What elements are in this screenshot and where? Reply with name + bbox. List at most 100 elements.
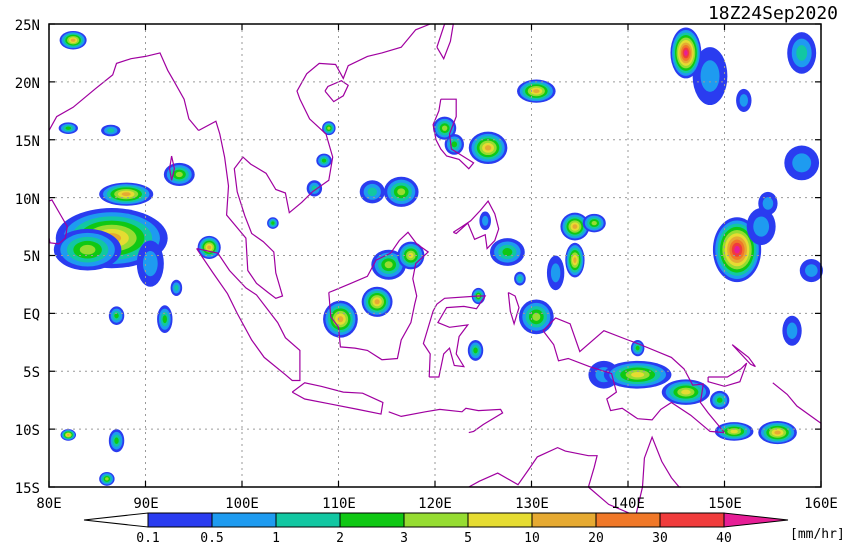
rain-cell-45-level-9 <box>684 49 688 56</box>
taiwan <box>436 23 455 61</box>
rain-cell-40-level-3 <box>716 397 723 403</box>
halmahera <box>507 291 520 326</box>
rain-cell-13 <box>108 429 125 453</box>
lat-label-5s: 5S <box>23 365 40 381</box>
rain-cell-22 <box>306 180 323 197</box>
rain-cell-5-level-6 <box>70 38 76 42</box>
colorbar-swatch-6 <box>467 512 533 528</box>
rain-cell-53-level-3 <box>271 221 275 225</box>
colorbar-swatch-5 <box>403 512 469 528</box>
rain-cell-7-level-2 <box>107 128 115 133</box>
mindanao-visayas <box>452 200 500 250</box>
rain-cell-44-level-1 <box>700 60 720 92</box>
axis-ticks <box>48 23 822 488</box>
rain-cell-4 <box>99 182 154 206</box>
new-britain <box>707 362 748 387</box>
rain-cell-12-level-2 <box>174 284 179 291</box>
rain-cell-14 <box>60 429 77 441</box>
rain-cell-54 <box>322 121 336 136</box>
rain-cell-53 <box>267 217 279 229</box>
rain-cell-26-level-6 <box>484 145 492 151</box>
rain-cell-20 <box>383 176 419 207</box>
timestamp-title: 18Z24Sep2020 <box>708 3 838 24</box>
lon-label-80e: 80E <box>36 496 61 512</box>
rain-cell-34 <box>582 213 606 233</box>
colorbar-label-0.5: 0.5 <box>200 531 223 544</box>
colorbar-label-5: 5 <box>464 531 472 544</box>
rain-cell-12 <box>170 279 183 297</box>
rain-cell-5 <box>59 30 87 50</box>
rain-cell-2 <box>53 228 122 271</box>
rain-cell-15-level-4 <box>105 477 109 481</box>
rain-cell-43-level-1 <box>786 322 798 339</box>
rain-cell-51-level-3 <box>635 345 640 351</box>
colorbar-label-20: 20 <box>588 531 604 544</box>
rain-cell-17 <box>361 286 393 317</box>
colorbar-label-30: 30 <box>652 531 668 544</box>
rain-cell-32 <box>565 242 585 278</box>
rain-cell-23-level-3 <box>321 158 327 163</box>
lesser-sunda <box>388 407 504 434</box>
rain-cell-44 <box>692 47 728 106</box>
rain-cell-34-level-4 <box>591 220 597 226</box>
rain-cell-47 <box>784 145 820 181</box>
lat-label-15s: 15S <box>15 481 40 497</box>
lon-label-110e: 110E <box>322 496 356 512</box>
rain-cell-11-level-3 <box>114 313 119 319</box>
lon-label-160e: 160E <box>804 496 838 512</box>
rain-cell-48-level-1 <box>762 197 774 210</box>
colorbar-left-arrow <box>83 512 149 528</box>
rain-cell-47-level-1 <box>792 153 812 173</box>
rain-cell-23 <box>316 153 332 168</box>
rain-cell-8 <box>163 162 195 187</box>
lon-label-140e: 140E <box>611 496 645 512</box>
rain-cell-6-level-3 <box>65 126 72 130</box>
rain-cell-40 <box>710 390 730 410</box>
lon-label-100e: 100E <box>225 496 259 512</box>
rain-cell-3-level-1 <box>142 250 158 277</box>
borneo <box>328 231 430 361</box>
rain-cell-37 <box>661 379 711 405</box>
rain-cell-24-level-4 <box>441 125 448 131</box>
rain-cell-17-level-6 <box>374 299 380 305</box>
india-coast <box>48 52 200 131</box>
rain-cell-30 <box>514 271 526 286</box>
rain-cell-37-level-5 <box>681 389 691 395</box>
coastlines <box>48 23 822 517</box>
lon-label-90e: 90E <box>133 496 158 512</box>
colorbar: 0.1 0.5 1 2 3 5 10 20 30 40 [mm/hr] <box>83 512 845 544</box>
rain-cell-21-level-2 <box>367 187 377 197</box>
rain-cell-10 <box>157 305 173 334</box>
rain-cell-39-level-6 <box>774 430 781 435</box>
lon-label-120e: 120E <box>418 496 452 512</box>
rain-cell-54-level-4 <box>327 126 331 130</box>
sri-lanka-edge <box>48 199 68 245</box>
rain-cell-49 <box>736 88 752 112</box>
rain-cell-4-level-6 <box>121 192 131 197</box>
rain-cell-10-level-3 <box>162 315 168 324</box>
rain-cell-27-level-6 <box>533 89 540 94</box>
rain-cell-56-level-3 <box>473 347 478 354</box>
lat-label-10n: 10N <box>15 192 40 208</box>
australia <box>468 435 682 517</box>
rain-cell-8-level-4 <box>175 171 183 178</box>
colorbar-swatch-3 <box>275 512 341 528</box>
rain-cell-52-level-1 <box>482 215 489 226</box>
rain-cell-27 <box>517 79 556 103</box>
rain-cell-36-level-5 <box>631 372 645 378</box>
rain-cell-45 <box>670 27 702 79</box>
rain-cell-16-level-6 <box>337 316 344 323</box>
lat-label-25n: 25N <box>15 18 40 34</box>
rain-cell-42 <box>746 208 776 246</box>
rain-cell-39 <box>758 421 797 445</box>
colorbar-label-3: 3 <box>400 531 408 544</box>
lat-label-15n: 15N <box>15 134 40 150</box>
rain-cell-16 <box>323 300 358 338</box>
colorbar-swatch-2 <box>211 512 277 528</box>
rain-cell-50 <box>799 258 823 283</box>
rain-cell-56 <box>467 339 484 361</box>
rain-cell-38 <box>714 422 754 441</box>
rain-cell-11 <box>108 306 125 325</box>
rain-cell-15 <box>99 471 115 486</box>
